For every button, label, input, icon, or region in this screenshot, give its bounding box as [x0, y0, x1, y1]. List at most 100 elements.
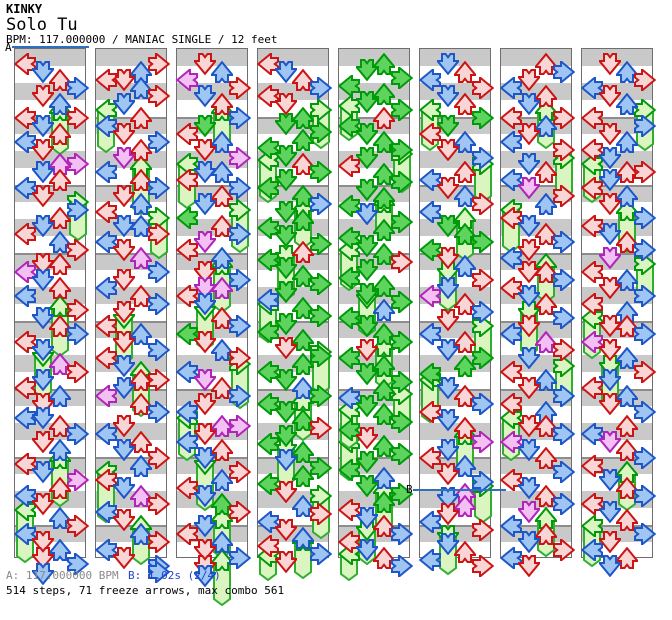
arrow-down-icon — [598, 501, 621, 523]
arrow-down-icon — [436, 139, 459, 161]
arrow-right-icon — [228, 501, 251, 523]
arrow-down-icon — [517, 215, 540, 237]
arrow-down-icon — [274, 313, 297, 335]
arrow-down-icon — [31, 393, 54, 415]
arrow-left-icon — [95, 231, 117, 253]
arrow-down-icon — [193, 515, 216, 537]
arrow-up-icon — [454, 255, 476, 277]
arrow-right-icon — [471, 77, 494, 99]
arrow-left-icon — [419, 239, 441, 261]
arrow-down-icon — [274, 257, 297, 279]
arrow-right-icon — [228, 315, 251, 337]
arrow-down-icon — [193, 447, 216, 469]
arrow-left-icon — [14, 523, 36, 545]
arrow-right-icon — [228, 77, 251, 99]
arrow-down-icon — [31, 161, 54, 183]
arrow-up-icon — [535, 85, 557, 107]
arrow-down-icon — [436, 533, 459, 555]
arrow-left-icon — [257, 321, 279, 343]
arrow-right-icon — [471, 393, 494, 415]
arrow-right-icon — [147, 53, 170, 75]
arrow-down-icon — [31, 339, 54, 361]
arrow-right-icon — [390, 171, 413, 193]
arrow-up-icon — [373, 491, 395, 513]
arrow-left-icon — [14, 177, 36, 199]
arrow-left-icon — [257, 137, 279, 159]
arrow-left-icon — [176, 431, 198, 453]
arrow-left-icon — [95, 501, 117, 523]
measure-line — [501, 525, 571, 527]
arrow-up-icon — [211, 531, 233, 553]
arrow-right-icon — [309, 385, 332, 407]
measure-line — [582, 185, 652, 187]
arrow-left-icon — [338, 267, 360, 289]
arrow-down-icon — [517, 153, 540, 175]
arrow-down-icon — [517, 347, 540, 369]
arrow-up-icon — [616, 185, 638, 207]
arrow-left-icon — [95, 347, 117, 369]
arrow-up-icon — [616, 269, 638, 291]
arrow-right-icon — [633, 323, 656, 345]
arrow-right-icon — [552, 307, 575, 329]
arrow-down-icon — [31, 139, 54, 161]
arrow-down-icon — [355, 203, 378, 225]
arrow-down-icon — [193, 193, 216, 215]
arrow-down-icon — [598, 555, 621, 577]
arrow-down-icon — [274, 113, 297, 135]
arrow-left-icon — [176, 477, 198, 499]
arrow-down-icon — [193, 161, 216, 183]
arrow-down-icon — [193, 539, 216, 561]
arrow-left-icon — [338, 307, 360, 329]
arrow-down-icon — [274, 369, 297, 391]
arrow-left-icon — [257, 217, 279, 239]
arrow-left-icon — [14, 261, 36, 283]
arrow-up-icon — [454, 541, 476, 563]
arrow-right-icon — [471, 555, 494, 577]
arrow-down-icon — [517, 415, 540, 437]
arrow-down-icon — [31, 307, 54, 329]
arrow-left-icon — [176, 523, 198, 545]
arrow-down-icon — [598, 85, 621, 107]
arrow-right-icon — [633, 401, 656, 423]
arrow-left-icon — [257, 535, 279, 557]
arrow-left-icon — [95, 539, 117, 561]
arrow-left-icon — [176, 123, 198, 145]
arrow-right-icon — [147, 85, 170, 107]
arrow-left-icon — [500, 393, 522, 415]
arrow-right-icon — [309, 457, 332, 479]
arrow-up-icon — [454, 161, 476, 183]
arrow-down-icon — [598, 339, 621, 361]
arrow-up-icon — [454, 355, 476, 377]
arrow-right-icon — [390, 139, 413, 161]
arrow-down-icon — [112, 547, 135, 569]
arrow-up-icon — [211, 277, 233, 299]
arrow-down-icon — [355, 91, 378, 113]
arrow-left-icon — [419, 323, 441, 345]
arrow-right-icon — [309, 417, 332, 439]
arrow-down-icon — [112, 301, 135, 323]
arrow-left-icon — [257, 473, 279, 495]
arrow-right-icon — [390, 99, 413, 121]
chart-column — [419, 48, 494, 577]
arrow-right-icon — [390, 251, 413, 273]
marker-a-label: A — [5, 41, 12, 54]
arrow-down-icon — [112, 415, 135, 437]
arrow-left-icon — [581, 377, 603, 399]
arrow-down-icon — [274, 481, 297, 503]
arrow-left-icon — [500, 277, 522, 299]
chart-column — [14, 48, 89, 585]
arrow-down-icon — [436, 463, 459, 485]
arrow-down-icon — [274, 425, 297, 447]
arrow-down-icon — [598, 393, 621, 415]
arrow-left-icon — [581, 215, 603, 237]
arrow-left-icon — [419, 69, 441, 91]
arrow-down-icon — [31, 369, 54, 391]
arrow-left-icon — [338, 155, 360, 177]
arrow-up-icon — [616, 509, 638, 531]
arrow-right-icon — [552, 493, 575, 515]
arrow-down-icon — [355, 259, 378, 281]
arrow-down-icon — [31, 493, 54, 515]
arrow-left-icon — [257, 393, 279, 415]
arrow-right-icon — [66, 361, 89, 383]
arrow-up-icon — [292, 353, 314, 375]
